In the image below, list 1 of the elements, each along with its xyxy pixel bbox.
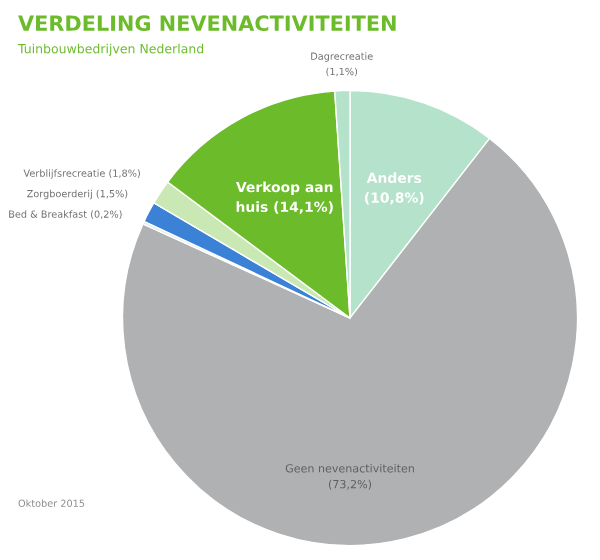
chart-title: VERDELING NEVENACTIVITEITEN xyxy=(18,15,396,32)
